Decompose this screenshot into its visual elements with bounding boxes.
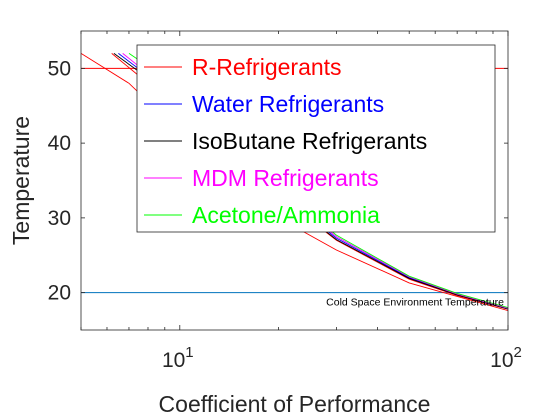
- reference-line-label-1: Cold Space Environment Temperature: [326, 297, 504, 309]
- y-tick-label-30: 30: [48, 207, 71, 230]
- legend-label-0: R-Refrigerants: [192, 54, 342, 80]
- x-axis-label: Coefficient of Performance: [159, 391, 431, 417]
- annotations: Cold Space Environment Temperature: [326, 297, 504, 309]
- legend-label-3: MDM Refrigerants: [192, 165, 379, 191]
- legend-label-4: Acetone/Ammonia: [192, 202, 380, 228]
- legend-label-2: IsoButane Refrigerants: [192, 128, 427, 154]
- axes-box: [80, 30, 509, 331]
- axis-tick-labels: 20 30 40 50 101 102: [48, 57, 522, 372]
- axis-ticks: [80, 31, 509, 330]
- legend-box: [136, 44, 496, 233]
- y-tick-label-50: 50: [48, 57, 71, 80]
- x-tick-label-100: 102: [490, 344, 522, 372]
- legend-label-1: Water Refrigerants: [192, 91, 384, 117]
- x-tick-label-10: 101: [162, 344, 194, 372]
- y-axis-label: Temperature: [8, 116, 34, 245]
- legend: R-Refrigerants Water Refrigerants IsoButan…: [136, 44, 496, 233]
- y-tick-label-40: 40: [48, 132, 71, 155]
- y-tick-label-20: 20: [48, 282, 71, 305]
